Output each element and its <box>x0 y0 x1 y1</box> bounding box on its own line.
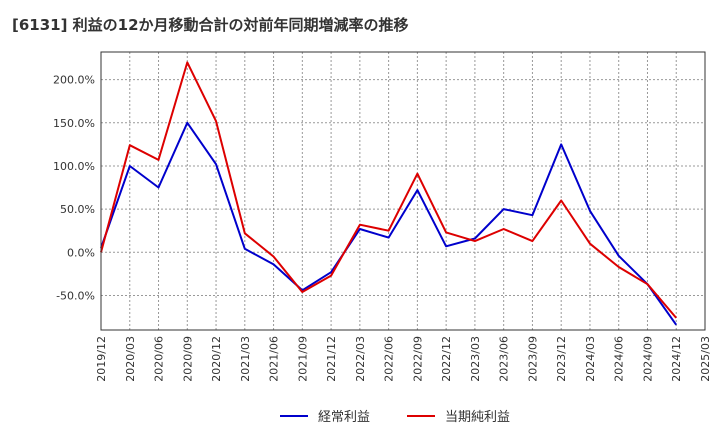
x-tick-label: 2022/09 <box>411 336 424 382</box>
x-tick-label: 2024/03 <box>584 336 597 382</box>
y-tick-label: 150.0% <box>53 117 95 130</box>
x-tick-label: 2025/03 <box>699 336 712 382</box>
x-tick-label: 2023/12 <box>555 336 568 382</box>
x-tick-label: 2021/09 <box>296 336 309 382</box>
y-tick-label: 0.0% <box>67 246 95 259</box>
x-tick-label: 2020/06 <box>153 336 166 382</box>
x-tick-label: 2024/06 <box>613 336 626 382</box>
x-tick-label: 2020/09 <box>181 336 194 382</box>
y-tick-label: 100.0% <box>53 160 95 173</box>
series-line-2 <box>100 61 677 319</box>
series-line-1 <box>100 121 678 326</box>
x-tick-label: 2023/06 <box>498 336 511 382</box>
x-tick-label: 2023/03 <box>469 336 482 382</box>
legend: 経常利益 当期純利益 <box>280 410 510 425</box>
legend-label-2: 当期純利益 <box>445 410 510 425</box>
y-axis-ticks: 200.0% 150.0% 100.0% 50.0% 0.0% -50.0% <box>53 74 95 303</box>
plot-frame <box>100 51 706 331</box>
x-tick-label: 2023/09 <box>526 336 539 382</box>
grid-layer <box>101 52 705 330</box>
x-tick-label: 2022/12 <box>440 336 453 382</box>
y-tick-label: 200.0% <box>53 74 95 87</box>
y-tick-label: 50.0% <box>60 203 95 216</box>
x-tick-label: 2024/12 <box>670 336 683 382</box>
x-tick-label: 2022/06 <box>383 336 396 382</box>
x-tick-label: 2024/09 <box>641 336 654 382</box>
chart-title: [6131] 利益の12か月移動合計の対前年同期増減率の推移 <box>12 16 409 34</box>
x-tick-label: 2022/03 <box>354 336 367 382</box>
legend-label-1: 経常利益 <box>318 410 370 425</box>
x-tick-label: 2021/03 <box>239 336 252 382</box>
x-tick-label: 2020/12 <box>210 336 223 382</box>
y-tick-label: -50.0% <box>56 289 95 302</box>
x-tick-label: 2020/03 <box>124 336 137 382</box>
x-tick-label: 2021/12 <box>325 336 338 382</box>
series-layer <box>100 61 678 326</box>
x-tick-label: 2019/12 <box>95 336 108 382</box>
x-tick-label: 2021/06 <box>268 336 281 382</box>
x-axis-ticks: 2019/12 2020/03 2020/06 2020/09 2020/12 2021/… <box>95 336 712 382</box>
